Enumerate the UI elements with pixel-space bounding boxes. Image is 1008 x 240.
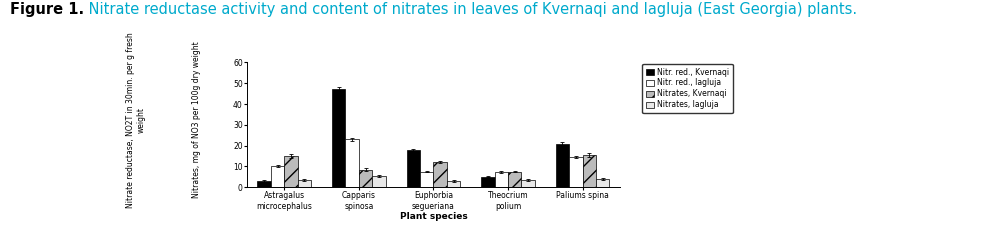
Bar [346,139,359,187]
Bar [596,179,610,187]
Bar [570,157,583,187]
Bar [495,172,508,187]
Bar [271,166,284,187]
Bar [257,181,271,187]
Bar [508,172,521,187]
Bar [521,180,535,187]
Bar [481,177,495,187]
Bar [297,180,311,187]
Legend: Nitr. red., Kvernaqi, Nitr. red., Iagluja, Nitrates, Kvernaqi, Nitrates, Iagluja: Nitr. red., Kvernaqi, Nitr. red., Iagluj… [642,64,733,113]
Bar [433,162,447,187]
Bar [284,156,297,187]
Bar [420,172,433,187]
Text: Nitrate reductase activity and content of nitrates in leaves of Kvernaqi and Iag: Nitrate reductase activity and content o… [84,2,857,18]
Bar [332,90,346,187]
Text: Nitrate reductase, NO2T in 30min. per g fresh
weight: Nitrate reductase, NO2T in 30min. per g … [126,32,146,208]
Text: Nitrates, mg of NO3 per 100g dry weight: Nitrates, mg of NO3 per 100g dry weight [193,42,201,198]
Text: Figure 1.: Figure 1. [10,2,85,18]
Bar [447,181,461,187]
Bar [555,144,570,187]
Bar [359,169,372,187]
Bar [406,150,420,187]
Bar [583,155,596,187]
Bar [372,176,386,187]
X-axis label: Plant species: Plant species [399,212,468,221]
